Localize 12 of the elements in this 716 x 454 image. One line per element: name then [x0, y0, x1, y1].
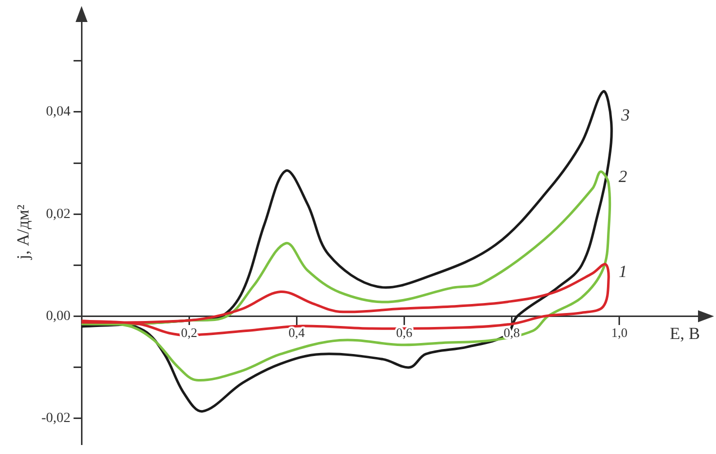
y-tick-label: 0,02	[46, 206, 71, 222]
y-tick-label: -0,02	[41, 411, 71, 426]
x-tick-label: 1,0	[611, 325, 628, 340]
y-tick-label: 0,00	[46, 308, 71, 324]
x-tick-label: 0,4	[288, 325, 306, 340]
annotation: 3	[620, 106, 630, 125]
y-tick-label: 0,04	[46, 104, 71, 120]
annotation: 1	[618, 262, 628, 281]
annotation: 2	[618, 166, 628, 186]
y-axis-title: j, А/дм²	[14, 204, 33, 260]
x-axis-title: E, В	[670, 324, 700, 343]
x-tick-label: 0,6	[396, 325, 413, 340]
